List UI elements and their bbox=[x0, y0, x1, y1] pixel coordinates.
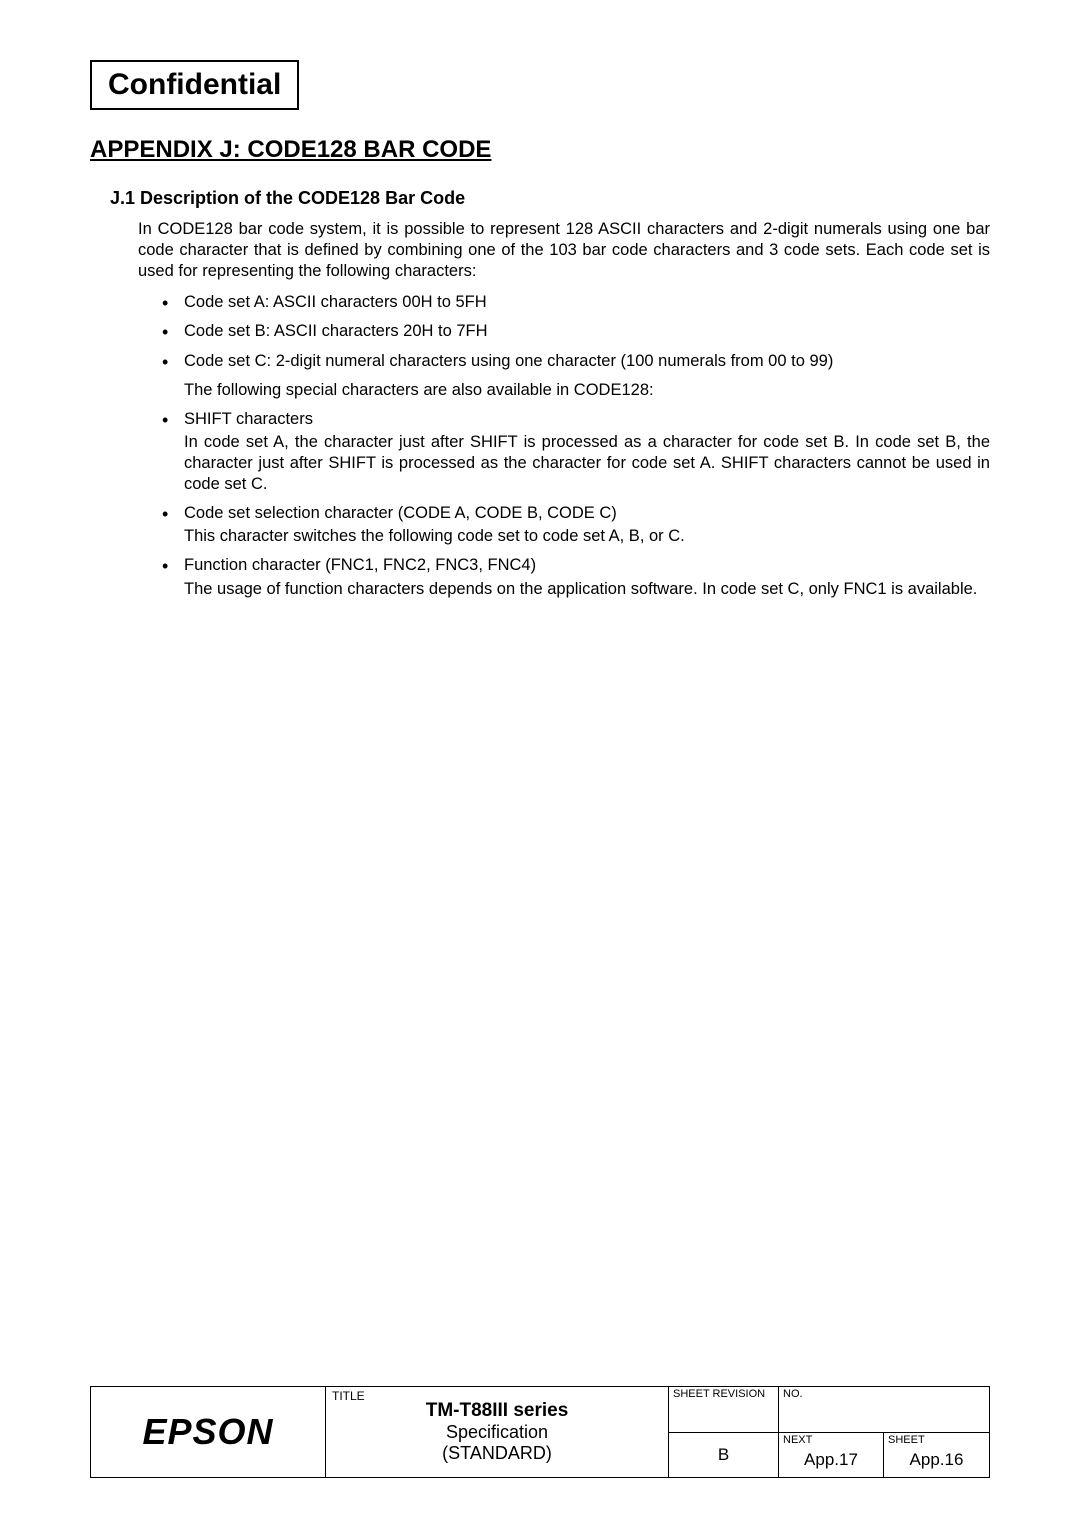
list-item: Code set C: 2-digit numeral characters u… bbox=[162, 351, 990, 372]
title-line3: (STANDARD) bbox=[442, 1443, 552, 1464]
next-value: App.17 bbox=[804, 1450, 858, 1470]
intro-paragraph: In CODE128 bar code system, it is possib… bbox=[138, 219, 990, 282]
title-line1: TM-T88III series bbox=[426, 1400, 569, 1422]
fnc-heading: Function character (FNC1, FNC2, FNC3, FN… bbox=[184, 556, 536, 574]
title-block-top-row: SHEET REVISION NO. bbox=[669, 1387, 989, 1433]
next-label: NEXT bbox=[783, 1434, 812, 1446]
no-label: NO. bbox=[783, 1388, 803, 1400]
list-item: SHIFT characters In code set A, the char… bbox=[162, 409, 990, 495]
shift-body: In code set A, the character just after … bbox=[184, 432, 990, 495]
logo: EPSON bbox=[91, 1387, 326, 1477]
next-cell: NEXT App.17 bbox=[779, 1433, 884, 1478]
confidential-stamp: Confidential bbox=[90, 60, 299, 110]
revision-value-cell: B bbox=[669, 1433, 779, 1478]
sheet-cell: SHEET App.16 bbox=[884, 1433, 989, 1478]
shift-heading: SHIFT characters bbox=[184, 410, 313, 428]
title-cell: TITLE TM-T88III series Specification (ST… bbox=[326, 1387, 669, 1477]
appendix-title: APPENDIX J: CODE128 BAR CODE bbox=[90, 136, 990, 164]
revision-value: B bbox=[718, 1445, 729, 1465]
code-set-list: Code set A: ASCII characters 00H to 5FH … bbox=[162, 292, 990, 371]
list-item: Code set selection character (CODE A, CO… bbox=[162, 503, 990, 547]
sheet-revision-label-cell: SHEET REVISION bbox=[669, 1387, 779, 1432]
no-cell: NO. bbox=[779, 1387, 989, 1432]
fnc-body: The usage of function characters depends… bbox=[184, 579, 990, 600]
list-item: Code set A: ASCII characters 00H to 5FH bbox=[162, 292, 990, 313]
codesel-heading: Code set selection character (CODE A, CO… bbox=[184, 504, 617, 522]
title-label: TITLE bbox=[332, 1389, 365, 1403]
page: Confidential APPENDIX J: CODE128 BAR COD… bbox=[0, 0, 1080, 1528]
sheet-value: App.16 bbox=[910, 1450, 964, 1470]
special-chars-list: SHIFT characters In code set A, the char… bbox=[162, 409, 990, 600]
codesel-body: This character switches the following co… bbox=[184, 526, 990, 547]
title-line2: Specification bbox=[446, 1422, 548, 1443]
title-block-right: SHEET REVISION NO. B NEXT App.17 SHEET A… bbox=[669, 1387, 989, 1477]
sheet-label: SHEET bbox=[888, 1434, 925, 1446]
list-item: Code set B: ASCII characters 20H to 7FH bbox=[162, 321, 990, 342]
section-heading: J.1 Description of the CODE128 Bar Code bbox=[110, 188, 990, 209]
list-item: Function character (FNC1, FNC2, FNC3, FN… bbox=[162, 555, 990, 599]
title-block-bottom-row: B NEXT App.17 SHEET App.16 bbox=[669, 1433, 989, 1478]
title-block: EPSON TITLE TM-T88III series Specificati… bbox=[90, 1386, 990, 1478]
sheet-revision-label: SHEET REVISION bbox=[673, 1388, 765, 1400]
special-chars-intro: The following special characters are als… bbox=[184, 380, 990, 401]
